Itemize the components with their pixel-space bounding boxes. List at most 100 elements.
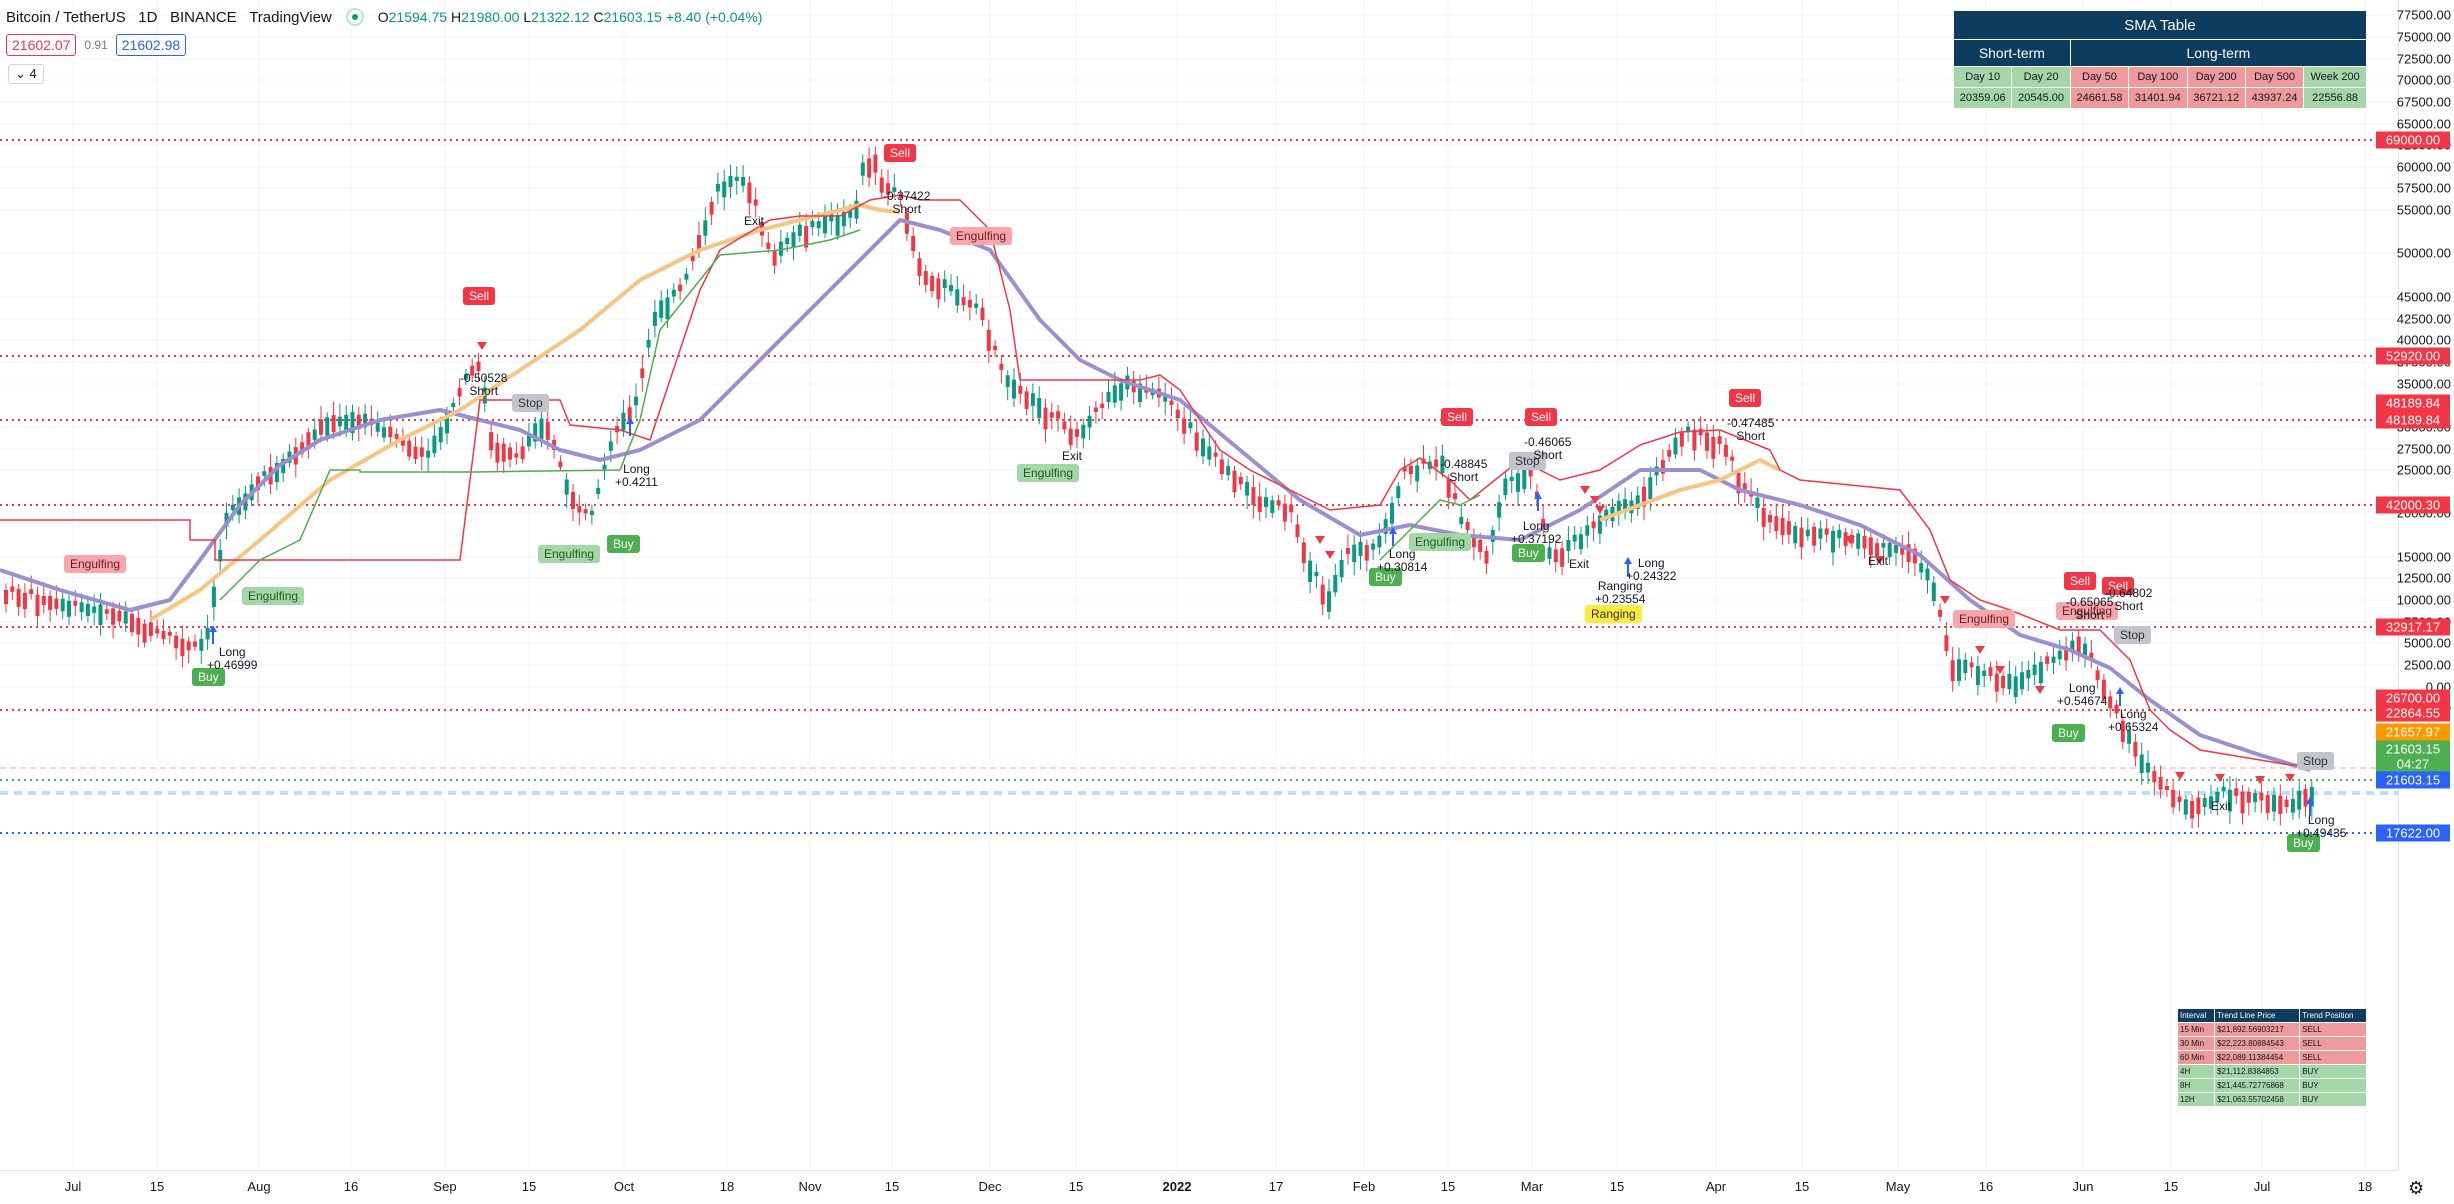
long-arrow-icon <box>626 417 634 424</box>
engulfing-label[interactable]: Engulfing <box>538 545 601 563</box>
engulfing-label[interactable]: Engulfing <box>950 227 1013 245</box>
candle-body <box>1950 660 1955 682</box>
candle-body <box>1975 666 1980 686</box>
open-label: O <box>377 9 389 25</box>
interval-label[interactable]: 1D <box>138 8 158 26</box>
provider-label: TradingView <box>249 8 332 26</box>
candle-body <box>1182 418 1187 434</box>
candle-body <box>331 415 336 433</box>
candle-body <box>400 437 405 446</box>
sell-triangle-icon <box>1845 536 1855 544</box>
candle-body <box>312 429 317 440</box>
sma-line-purple <box>0 218 2311 772</box>
candle-body <box>2297 790 2302 810</box>
candle-body <box>111 608 116 625</box>
buy-price-button[interactable]: 21602.98 <box>115 34 187 56</box>
candle-body <box>2284 799 2289 807</box>
ohlc-values: O21594.75 H21980.00 L21322.12 C21603.15 … <box>378 9 763 25</box>
sell-signal[interactable]: Sell <box>884 144 917 162</box>
candle-body <box>463 374 468 380</box>
chart-area[interactable] <box>0 0 2398 1170</box>
candle-body <box>2171 789 2176 808</box>
engulfing-label[interactable]: Engulfing <box>1953 610 2016 628</box>
buy-signal[interactable]: Buy <box>1369 568 1402 586</box>
engulfing-label[interactable]: Engulfing <box>242 587 305 605</box>
buy-signal[interactable]: Buy <box>2287 834 2320 852</box>
candle-body <box>1774 516 1779 532</box>
stop-label[interactable]: Stop <box>2297 752 2334 770</box>
candle-body <box>999 363 1004 370</box>
candle-body <box>1717 436 1722 445</box>
price-label: 48189.84 <box>2376 411 2450 429</box>
price-tick: 70000.00 <box>2396 72 2451 88</box>
high-value: 21980.00 <box>461 9 520 25</box>
time-axis[interactable]: Jul 15 Aug 16 Sep 15 Oct 18 Nov 15 Dec 15 2022 17 Feb 1… <box>0 1170 2398 1204</box>
candle-body <box>1308 560 1313 583</box>
trend-price: $21,892.56903217 <box>2214 1022 2301 1037</box>
engulfing-label[interactable]: Engulfing <box>1017 464 1080 482</box>
candle-body <box>1339 560 1344 578</box>
sell-signal[interactable]: Sell <box>1525 408 1558 426</box>
annotation-line: -0.50528 <box>460 371 508 385</box>
candle-body <box>1994 673 1999 692</box>
support-line <box>219 229 861 601</box>
candle-body <box>224 512 229 527</box>
price-tick: 27500.00 <box>2396 441 2451 457</box>
sma-col-value: 20359.06 <box>1952 87 2013 109</box>
sell-signal[interactable]: Sell <box>2102 577 2135 595</box>
candle-body <box>1528 466 1533 477</box>
stop-label[interactable]: Stop <box>2114 626 2151 644</box>
trend-position: SELL <box>2299 1036 2367 1051</box>
candle-body <box>558 461 563 468</box>
candle-body <box>1736 472 1741 494</box>
candle-body <box>2007 673 2012 690</box>
trend-row: 4H $21,112.8384853 BUY <box>2176 1064 2367 1079</box>
ranging-label[interactable]: Ranging <box>1585 605 1642 623</box>
price-axis[interactable]: 77500.00 75000.00 72500.00 70000.00 67500.00… <box>2396 0 2454 1170</box>
symbol-title[interactable]: Bitcoin / TetherUS 1D BINANCE TradingVie… <box>6 9 332 26</box>
engulfing-label[interactable]: Engulfing <box>2056 602 2119 620</box>
candle-body <box>1049 412 1054 418</box>
candle-body <box>1245 482 1250 496</box>
indicators-toggle[interactable]: ⌄ 4 <box>8 64 44 84</box>
sell-triangle-icon <box>2035 686 2045 694</box>
buy-signal[interactable]: Buy <box>607 535 640 553</box>
engulfing-label[interactable]: Engulfing <box>64 555 127 573</box>
candle-body <box>860 162 865 176</box>
gear-icon[interactable]: ⚙ <box>2408 1178 2425 1198</box>
candle-body <box>2303 789 2308 807</box>
candle-body <box>785 237 790 245</box>
price-label: 04:27 <box>2376 755 2450 773</box>
buy-signal[interactable]: Buy <box>192 668 225 686</box>
candle-body <box>2013 676 2018 698</box>
candle-body <box>199 638 204 651</box>
stop-label[interactable]: Stop <box>512 394 549 412</box>
trade-annotation: -0.46065 Short <box>1524 436 1571 462</box>
price-tick: 67500.00 <box>2396 94 2451 110</box>
stop-label[interactable]: Stop <box>1509 452 1546 470</box>
candle-body <box>1188 422 1193 429</box>
price-chart[interactable] <box>0 0 2398 1170</box>
buy-signal[interactable]: Buy <box>1512 544 1545 562</box>
trend-price: $22,089.11384454 <box>2214 1050 2301 1065</box>
time-tick: 2022 <box>1162 1179 1192 1194</box>
candle-body <box>942 279 947 289</box>
candle-body <box>1352 544 1357 563</box>
candle-body <box>772 250 777 266</box>
trade-annotation: -0.47485 Short <box>1727 417 1774 443</box>
sell-signal[interactable]: Sell <box>1441 408 1474 426</box>
sell-signal[interactable]: Sell <box>463 287 496 305</box>
candle-body <box>1163 395 1168 402</box>
engulfing-label[interactable]: Engulfing <box>1409 533 1472 551</box>
sell-signal[interactable]: Sell <box>2064 572 2097 590</box>
candle-body <box>407 440 412 457</box>
trade-annotation: Long +0.24322 <box>1626 557 1676 583</box>
price-label: 26700.00 <box>2376 689 2450 707</box>
exit-label: Exit <box>1062 450 1082 463</box>
sell-price-button[interactable]: 21602.07 <box>6 34 77 56</box>
symbol-name[interactable]: Bitcoin / TetherUS <box>6 8 126 26</box>
time-tick: 15 <box>1440 1179 1456 1194</box>
sell-triangle-icon <box>1875 556 1885 564</box>
sell-signal[interactable]: Sell <box>1729 389 1762 407</box>
buy-signal[interactable]: Buy <box>2052 724 2085 742</box>
